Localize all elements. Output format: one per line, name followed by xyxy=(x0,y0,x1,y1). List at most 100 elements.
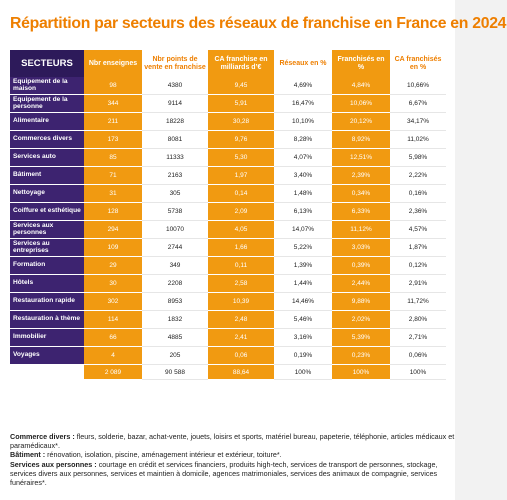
ca-franchises-pct-cell: 11,02% xyxy=(390,130,446,149)
nbr-enseignes-cell: 31 xyxy=(84,184,142,203)
nbr-enseignes-cell: 344 xyxy=(84,94,142,113)
reseaux-pct-cell: 5,22% xyxy=(274,238,332,257)
reseaux-pct-cell: 5,46% xyxy=(274,310,332,329)
ca-franchise-cell: 1,97 xyxy=(208,166,274,185)
franchises-pct-cell: 11,12% xyxy=(332,220,390,239)
ca-franchise-cell: 2,48 xyxy=(208,310,274,329)
nbr-points-cell: 9114 xyxy=(142,94,208,113)
sector-cell: Services au entreprises xyxy=(10,238,84,257)
ca-franchise-cell: 2,58 xyxy=(208,274,274,293)
sector-cell: Restauration à thème xyxy=(10,310,84,329)
ca-franchise-cell: 2,09 xyxy=(208,202,274,221)
table-header-row: SECTEURS Nbr enseignes Nbr points de ven… xyxy=(10,50,446,77)
nbr-points-cell: 2744 xyxy=(142,238,208,257)
ca-franchises-pct-cell: 100% xyxy=(390,364,446,380)
franchises-pct-cell: 5,39% xyxy=(332,328,390,347)
ca-franchises-pct-cell: 2,91% xyxy=(390,274,446,293)
ca-franchises-pct-cell: 4,57% xyxy=(390,220,446,239)
header-ca-franchises-pct: CA franchisés en % xyxy=(390,50,446,77)
table-row: Services auto 85 11333 5,30 4,07% 12,51% 5,98% xyxy=(10,148,446,167)
nbr-points-cell: 18228 xyxy=(142,112,208,131)
sector-cell: Alimentaire xyxy=(10,112,84,131)
nbr-points-cell: 90 588 xyxy=(142,364,208,380)
header-secteurs: SECTEURS xyxy=(10,50,84,77)
sector-cell: Restauration rapide xyxy=(10,292,84,311)
header-nbr-enseignes: Nbr enseignes xyxy=(84,50,142,77)
ca-franchises-pct-cell: 0,16% xyxy=(390,184,446,203)
sector-cell: Immobilier xyxy=(10,328,84,347)
reseaux-pct-cell: 1,48% xyxy=(274,184,332,203)
nbr-enseignes-cell: 294 xyxy=(84,220,142,239)
nbr-points-cell: 2163 xyxy=(142,166,208,185)
franchises-pct-cell: 2,44% xyxy=(332,274,390,293)
note-label: Services aux personnes : xyxy=(10,459,97,469)
nbr-points-cell: 11333 xyxy=(142,148,208,167)
note-text: fleurs, solderie, bazar, achat-vente, jo… xyxy=(10,432,455,451)
ca-franchises-pct-cell: 0,12% xyxy=(390,256,446,275)
sector-cell: Nettoyage xyxy=(10,184,84,203)
nbr-enseignes-cell: 30 xyxy=(84,274,142,293)
ca-franchises-pct-cell: 10,66% xyxy=(390,77,446,95)
note-label: Commerce divers : xyxy=(10,432,75,441)
nbr-points-cell: 1832 xyxy=(142,310,208,329)
ca-franchise-cell: 9,76 xyxy=(208,130,274,149)
franchises-pct-cell: 8,92% xyxy=(332,130,390,149)
reseaux-pct-cell: 6,13% xyxy=(274,202,332,221)
sector-cell xyxy=(10,364,84,380)
table-row: Restauration rapide 302 8953 10,39 14,46% 9,8… xyxy=(10,292,446,311)
table-row: Immobilier 66 4885 2,41 3,16% 5,39% 2,71% xyxy=(10,328,446,347)
ca-franchise-cell: 1,66 xyxy=(208,238,274,257)
nbr-enseignes-cell: 128 xyxy=(84,202,142,221)
ca-franchises-pct-cell: 11,72% xyxy=(390,292,446,311)
nbr-points-cell: 5738 xyxy=(142,202,208,221)
reseaux-pct-cell: 3,40% xyxy=(274,166,332,185)
nbr-enseignes-cell: 211 xyxy=(84,112,142,131)
nbr-enseignes-cell: 302 xyxy=(84,292,142,311)
header-ca-franchise: CA franchise en milliards d’€ xyxy=(208,50,274,77)
sector-cell: Equipement de la maison xyxy=(10,77,84,95)
nbr-enseignes-cell: 29 xyxy=(84,256,142,275)
ca-franchises-pct-cell: 6,67% xyxy=(390,94,446,113)
franchises-pct-cell: 0,39% xyxy=(332,256,390,275)
nbr-points-cell: 2208 xyxy=(142,274,208,293)
nbr-enseignes-cell: 109 xyxy=(84,238,142,257)
note-batiment: Bâtiment : rénovation, isolation, piscin… xyxy=(10,450,455,459)
table-row: Equipement de la maison 98 4380 9,45 4,69% 4,… xyxy=(10,77,446,95)
franchises-pct-cell: 4,84% xyxy=(332,77,390,95)
table-row: Restauration à thème 114 1832 2,48 5,46% 2,02… xyxy=(10,310,446,329)
reseaux-pct-cell: 1,44% xyxy=(274,274,332,293)
reseaux-pct-cell: 10,10% xyxy=(274,112,332,131)
nbr-points-cell: 8953 xyxy=(142,292,208,311)
table-row: Bâtiment 71 2163 1,97 3,40% 2,39% 2,22% xyxy=(10,166,446,185)
reseaux-pct-cell: 3,16% xyxy=(274,328,332,347)
note-text: rénovation, isolation, piscine, aménagem… xyxy=(45,450,282,460)
ca-franchise-cell: 2,41 xyxy=(208,328,274,347)
nbr-points-cell: 8081 xyxy=(142,130,208,149)
sector-cell: Hôtels xyxy=(10,274,84,293)
note-commerce-divers: Commerce divers : fleurs, solderie, baza… xyxy=(10,432,455,450)
table-row: Alimentaire 211 18228 30,28 10,10% 20,12% 34,1… xyxy=(10,112,446,131)
sector-cell: Services auto xyxy=(10,148,84,167)
sector-cell: Bâtiment xyxy=(10,166,84,185)
sector-cell: Services aux personnes xyxy=(10,220,84,239)
nbr-enseignes-cell: 173 xyxy=(84,130,142,149)
ca-franchises-pct-cell: 2,36% xyxy=(390,202,446,221)
nbr-points-cell: 349 xyxy=(142,256,208,275)
ca-franchise-cell: 10,39 xyxy=(208,292,274,311)
header-reseaux-pct: Réseaux en % xyxy=(274,50,332,77)
nbr-enseignes-cell: 85 xyxy=(84,148,142,167)
ca-franchise-cell: 0,11 xyxy=(208,256,274,275)
reseaux-pct-cell: 8,28% xyxy=(274,130,332,149)
reseaux-pct-cell: 100% xyxy=(274,364,332,380)
franchises-pct-cell: 100% xyxy=(332,364,390,380)
ca-franchises-pct-cell: 34,17% xyxy=(390,112,446,131)
table-row: Nettoyage 31 305 0,14 1,48% 0,34% 0,16% xyxy=(10,184,446,203)
franchises-pct-cell: 6,33% xyxy=(332,202,390,221)
nbr-points-cell: 4380 xyxy=(142,77,208,95)
nbr-enseignes-cell: 2 089 xyxy=(84,364,142,380)
right-sidebar-strip xyxy=(455,0,507,500)
table-row: Hôtels 30 2208 2,58 1,44% 2,44% 2,91% xyxy=(10,274,446,293)
nbr-enseignes-cell: 4 xyxy=(84,346,142,365)
reseaux-pct-cell: 14,46% xyxy=(274,292,332,311)
ca-franchise-cell: 5,91 xyxy=(208,94,274,113)
